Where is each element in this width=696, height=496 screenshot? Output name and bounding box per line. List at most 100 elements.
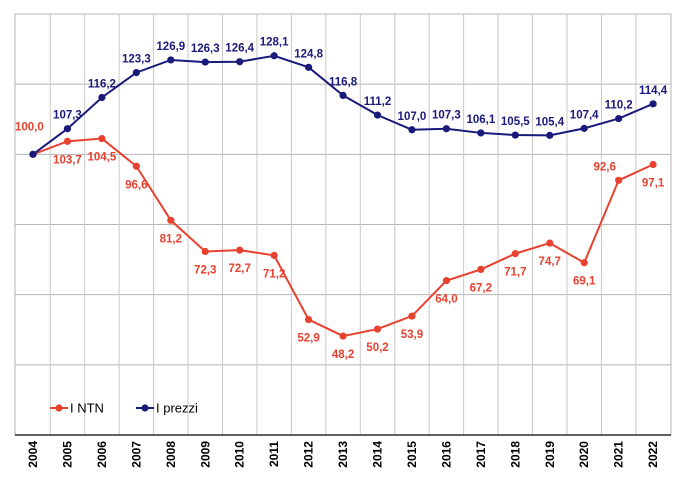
data-label: 97,1: [642, 178, 665, 190]
data-label: 53,9: [401, 329, 423, 341]
data-label: 123,3: [122, 54, 151, 66]
data-point: [63, 125, 72, 133]
data-point: [580, 259, 588, 267]
data-label: 111,2: [364, 96, 392, 108]
data-label: 50,2: [366, 342, 388, 354]
data-point: [373, 111, 382, 119]
data-label: 126,3: [191, 43, 220, 55]
data-point: [408, 312, 416, 320]
data-point: [477, 129, 485, 137]
data-point: [615, 114, 623, 123]
data-label: 105,4: [535, 116, 564, 128]
data-label: 71,7: [504, 267, 526, 279]
data-label: 107,0: [398, 111, 427, 123]
data-point: [442, 277, 450, 285]
x-tick-label: 2010: [233, 441, 247, 468]
data-label: 64,0: [435, 294, 457, 306]
data-point: [236, 246, 244, 254]
x-tick-label: 2018: [508, 441, 522, 468]
x-tick-label: 2008: [164, 441, 178, 468]
data-point: [442, 125, 450, 133]
data-label: 71,2: [263, 268, 285, 280]
data-point: [270, 251, 278, 259]
x-tick-label: 2006: [95, 441, 109, 468]
x-tick-label: 2022: [646, 441, 660, 468]
data-label: 107,3: [53, 110, 82, 122]
data-label: 110,2: [605, 100, 633, 112]
data-label: 67,2: [470, 282, 492, 294]
series-points: [29, 52, 657, 340]
data-point: [98, 93, 106, 102]
x-tick-label: 2014: [371, 441, 385, 468]
data-point: [305, 63, 313, 71]
data-point: [511, 250, 519, 258]
x-tick-label: 2017: [474, 441, 488, 468]
data-point: [132, 68, 140, 77]
series-line: [32, 137, 654, 338]
data-label: 116,8: [329, 76, 358, 88]
x-tick-label: 2021: [612, 441, 626, 468]
data-point: [408, 126, 416, 134]
data-label: 124,8: [294, 48, 323, 60]
data-point: [649, 100, 657, 108]
legend-label: I NTN: [70, 401, 104, 416]
legend: I NTN I prezzi: [50, 401, 198, 416]
x-tick-label: 2005: [60, 441, 74, 468]
x-tick-label: 2011: [267, 441, 281, 467]
data-point: [63, 137, 72, 145]
data-label: 52,9: [297, 333, 319, 345]
x-tick-label: 2019: [543, 441, 557, 468]
data-point: [132, 162, 140, 170]
data-point: [649, 160, 657, 169]
data-label: 96,6: [125, 179, 147, 191]
x-tick-label: 2016: [439, 441, 453, 468]
data-label: 81,2: [160, 233, 182, 245]
data-point: [201, 58, 209, 66]
data-point: [270, 52, 278, 60]
data-point: [546, 239, 554, 247]
data-label: 126,4: [225, 43, 254, 55]
data-point: [167, 216, 175, 224]
data-label: 104,5: [88, 152, 117, 164]
data-label: 72,7: [229, 263, 251, 275]
x-tick-label: 2020: [577, 441, 591, 468]
data-point: [201, 247, 209, 256]
data-label: 100,0: [15, 121, 44, 133]
data-labels: 100,0 103,7 104,5 96,6 81,2 72,3 72,7 71,2 52,9 4…: [15, 37, 668, 361]
data-point: [580, 124, 588, 132]
data-label: 72,3: [194, 265, 216, 277]
data-label: 74,7: [539, 256, 561, 268]
x-axis-ticks: 2004 2005 2006 2007 2008 2009 2010 2011 2012 2013…: [26, 441, 660, 468]
x-tick-label: 2012: [302, 441, 316, 468]
data-label: 48,2: [332, 349, 354, 361]
data-point: [167, 56, 175, 64]
data-point: [477, 265, 485, 274]
x-tick-label: 2009: [198, 441, 212, 468]
x-tick-label: 2015: [405, 441, 419, 468]
x-tick-label: 2013: [336, 441, 350, 468]
data-label: 103,7: [53, 154, 82, 166]
x-tick-label: 2004: [26, 441, 40, 468]
data-point: [546, 131, 554, 139]
data-label: 107,3: [432, 110, 461, 122]
data-label: 114,4: [639, 85, 668, 97]
data-point: [236, 58, 244, 66]
data-label: 105,5: [501, 116, 530, 128]
data-point: [339, 91, 347, 99]
series-line: [32, 54, 654, 156]
x-tick-label: 2007: [129, 441, 143, 468]
data-label: 106,1: [466, 114, 495, 126]
data-point: [305, 315, 313, 324]
legend-swatch-marker: [55, 404, 63, 412]
data-point: [615, 176, 623, 184]
data-label: 92,6: [593, 161, 615, 173]
data-label: 128,1: [260, 37, 289, 49]
data-label: 107,4: [570, 109, 599, 121]
data-point: [511, 131, 519, 139]
data-point: [339, 332, 347, 340]
data-label: 116,2: [88, 78, 116, 90]
data-label: 126,9: [156, 41, 185, 53]
legend-label: I prezzi: [156, 401, 198, 416]
legend-swatch-marker: [141, 404, 149, 412]
